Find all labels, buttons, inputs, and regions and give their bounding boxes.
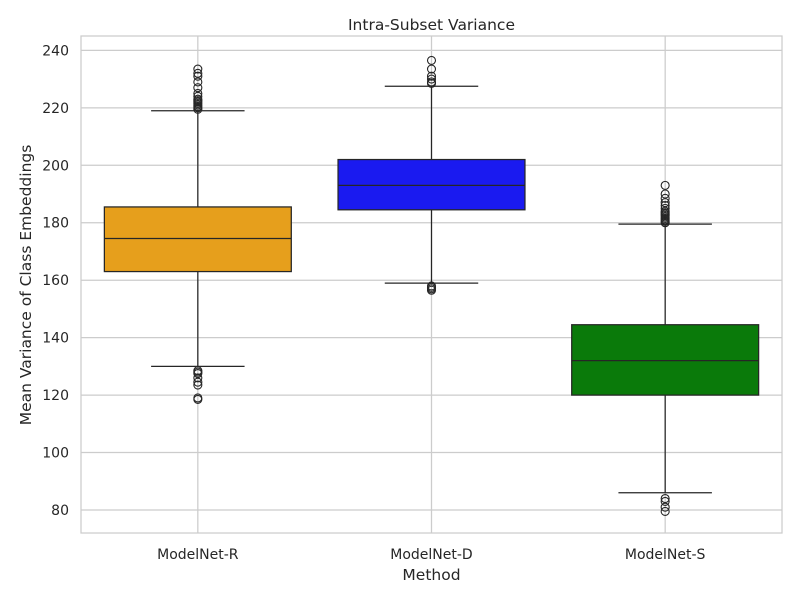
outlier-point (193, 91, 203, 101)
outlier-point (660, 198, 670, 208)
outlier-point (426, 281, 437, 291)
outlier-point (193, 366, 203, 376)
box-modelnet-r (103, 64, 292, 404)
outlier-point (660, 189, 670, 199)
box-modelnet-d (337, 55, 526, 295)
outlier-point (193, 373, 203, 383)
iqr-box (103, 206, 292, 273)
iqr-box (337, 158, 526, 211)
outlier-point (660, 200, 670, 211)
outlier-point (660, 193, 670, 203)
outlier-point (193, 71, 203, 81)
x-tick-labels: ModelNet-R ModelNet-D ModelNet-S (157, 547, 705, 563)
boxes (103, 55, 760, 517)
outlier-point (193, 377, 203, 387)
y-tick-label: 220 (42, 101, 69, 117)
outlier-point (426, 77, 437, 87)
outlier-point (193, 94, 203, 104)
outlier-point (660, 203, 670, 213)
outlier-point (426, 71, 437, 81)
outlier-point (426, 55, 437, 65)
y-tick-label: 140 (42, 331, 69, 347)
outlier-point (193, 380, 203, 390)
y-tick-label: 180 (42, 216, 69, 232)
y-tick-labels: 80 100 120 140 160 180 200 220 240 (42, 43, 69, 519)
outlier-point (193, 88, 203, 99)
outlier-point (193, 393, 203, 403)
outlier-point (660, 180, 670, 190)
outlier-point (660, 506, 670, 517)
outlier-point (426, 74, 437, 84)
x-axis-label: Method (402, 566, 460, 584)
x-tick-label: ModelNet-D (390, 547, 472, 563)
x-tick-label: ModelNet-S (625, 547, 706, 563)
y-tick-label: 120 (42, 388, 69, 404)
outlier-point (660, 206, 670, 216)
chart-title: Intra-Subset Variance (348, 16, 515, 34)
outlier-point (193, 64, 203, 74)
outlier-point (193, 68, 203, 78)
y-tick-label: 200 (42, 158, 69, 174)
x-tick-label: ModelNet-R (157, 547, 239, 563)
outlier-point (660, 496, 670, 506)
box-modelnet-s (571, 180, 760, 517)
y-axis-label: Mean Variance of Class Embeddings (17, 145, 35, 426)
y-tick-label: 240 (42, 43, 69, 59)
y-tick-label: 160 (42, 273, 69, 289)
y-tick-label: 100 (42, 446, 69, 462)
outlier-point (660, 502, 670, 512)
outlier-point (193, 83, 203, 93)
outlier-point (426, 64, 437, 74)
iqr-box (571, 324, 760, 396)
outlier-point (193, 77, 203, 87)
outlier-point (660, 493, 670, 504)
y-tick-label: 80 (51, 503, 69, 519)
